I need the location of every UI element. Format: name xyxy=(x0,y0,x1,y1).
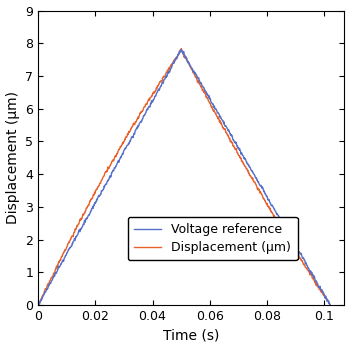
Displacement (μm) xyxy=(328,303,332,307)
Voltage reference xyxy=(328,303,332,307)
Displacement (μm) xyxy=(36,303,40,307)
Voltage reference xyxy=(291,238,295,243)
Voltage reference xyxy=(36,302,40,306)
Voltage reference xyxy=(322,293,327,298)
Displacement (μm) xyxy=(322,294,327,298)
Voltage reference xyxy=(86,213,91,217)
Voltage reference xyxy=(148,105,152,109)
Displacement (μm) xyxy=(148,96,152,100)
Y-axis label: Displacement (μm): Displacement (μm) xyxy=(6,91,20,224)
Displacement (μm) xyxy=(179,46,183,50)
Displacement (μm) xyxy=(291,245,295,249)
Voltage reference xyxy=(328,303,332,307)
Displacement (μm) xyxy=(161,76,165,80)
Voltage reference xyxy=(69,244,73,248)
Line: Voltage reference: Voltage reference xyxy=(38,50,330,305)
Displacement (μm) xyxy=(86,204,91,208)
Legend: Voltage reference, Displacement (μm): Voltage reference, Displacement (μm) xyxy=(128,217,298,261)
Line: Displacement (μm): Displacement (μm) xyxy=(38,48,330,305)
Voltage reference xyxy=(179,48,183,52)
Voltage reference xyxy=(161,80,165,85)
X-axis label: Time (s): Time (s) xyxy=(163,329,219,342)
Displacement (μm) xyxy=(69,236,73,240)
